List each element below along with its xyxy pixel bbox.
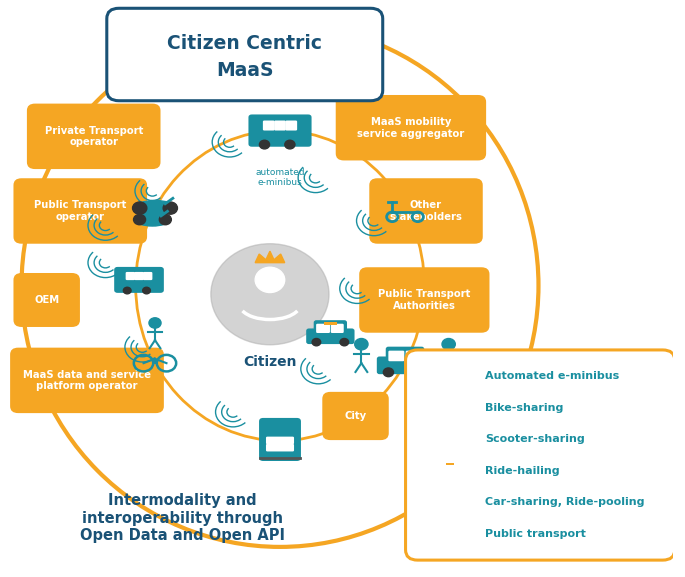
Circle shape (256, 267, 285, 293)
Circle shape (456, 473, 461, 478)
FancyBboxPatch shape (449, 496, 457, 502)
Circle shape (455, 504, 459, 508)
FancyBboxPatch shape (451, 370, 459, 377)
FancyBboxPatch shape (436, 499, 463, 508)
Text: Automated e-minibus: Automated e-minibus (485, 371, 619, 381)
Circle shape (452, 381, 457, 385)
FancyBboxPatch shape (406, 351, 421, 361)
Circle shape (160, 215, 171, 224)
FancyBboxPatch shape (447, 370, 453, 377)
FancyBboxPatch shape (369, 178, 483, 243)
FancyBboxPatch shape (447, 529, 453, 534)
FancyBboxPatch shape (314, 320, 347, 335)
FancyBboxPatch shape (440, 464, 450, 470)
Circle shape (123, 287, 131, 294)
Text: Private Transport
operator: Private Transport operator (45, 126, 143, 147)
Text: MaaS: MaaS (216, 61, 273, 80)
FancyBboxPatch shape (331, 324, 344, 333)
Text: Bike-sharing: Bike-sharing (485, 403, 563, 413)
FancyBboxPatch shape (323, 392, 389, 440)
FancyBboxPatch shape (266, 444, 294, 451)
FancyBboxPatch shape (386, 347, 424, 364)
Text: Car-sharing, Ride-pooling: Car-sharing, Ride-pooling (485, 497, 645, 507)
FancyBboxPatch shape (406, 350, 675, 560)
Circle shape (149, 318, 161, 328)
Circle shape (438, 473, 444, 478)
FancyBboxPatch shape (27, 104, 160, 169)
FancyBboxPatch shape (263, 121, 275, 130)
FancyBboxPatch shape (359, 267, 490, 333)
Circle shape (312, 339, 321, 346)
FancyBboxPatch shape (433, 525, 466, 543)
Circle shape (260, 140, 270, 149)
FancyBboxPatch shape (10, 348, 164, 413)
FancyBboxPatch shape (107, 8, 383, 101)
Circle shape (285, 140, 295, 149)
FancyBboxPatch shape (440, 494, 460, 504)
Circle shape (133, 202, 147, 214)
FancyBboxPatch shape (324, 322, 337, 324)
FancyBboxPatch shape (14, 178, 147, 243)
FancyBboxPatch shape (306, 328, 355, 344)
Circle shape (466, 489, 473, 495)
FancyBboxPatch shape (125, 272, 135, 280)
Circle shape (134, 215, 146, 224)
Circle shape (355, 339, 368, 350)
Circle shape (163, 202, 177, 214)
Circle shape (440, 504, 445, 508)
FancyBboxPatch shape (316, 324, 330, 333)
Text: Public Transport
operator: Public Transport operator (34, 200, 127, 222)
Text: Citizen: Citizen (243, 355, 297, 369)
Ellipse shape (134, 200, 175, 216)
FancyBboxPatch shape (143, 272, 152, 280)
FancyBboxPatch shape (433, 367, 466, 385)
Circle shape (426, 489, 434, 495)
Polygon shape (256, 251, 285, 263)
FancyBboxPatch shape (14, 273, 80, 327)
Text: Ride-hailing: Ride-hailing (485, 466, 560, 476)
FancyBboxPatch shape (377, 357, 433, 374)
Circle shape (340, 339, 349, 346)
Circle shape (416, 368, 427, 377)
Text: Other
stakeholders: Other stakeholders (390, 200, 462, 222)
FancyBboxPatch shape (259, 418, 301, 461)
FancyBboxPatch shape (388, 351, 404, 361)
Text: Citizen Centric: Citizen Centric (167, 34, 322, 53)
FancyBboxPatch shape (434, 466, 466, 478)
Text: OEM: OEM (34, 295, 60, 305)
Circle shape (142, 287, 151, 294)
Circle shape (442, 339, 456, 350)
Text: Intermodality and
interoperability through
Open Data and Open API: Intermodality and interoperability throu… (80, 493, 285, 543)
FancyBboxPatch shape (451, 529, 459, 534)
Circle shape (440, 381, 445, 385)
FancyBboxPatch shape (134, 272, 144, 280)
Circle shape (440, 538, 445, 543)
FancyBboxPatch shape (274, 121, 286, 130)
Circle shape (384, 368, 393, 377)
FancyBboxPatch shape (336, 95, 486, 160)
Ellipse shape (135, 213, 170, 226)
FancyBboxPatch shape (266, 437, 294, 444)
FancyBboxPatch shape (441, 529, 448, 534)
FancyBboxPatch shape (438, 461, 461, 472)
FancyBboxPatch shape (449, 464, 459, 470)
FancyBboxPatch shape (114, 267, 164, 293)
FancyBboxPatch shape (446, 463, 454, 464)
Circle shape (211, 243, 329, 345)
Text: Public transport: Public transport (485, 529, 586, 539)
FancyBboxPatch shape (441, 370, 448, 377)
Text: automated
e-minibus: automated e-minibus (256, 168, 305, 188)
Circle shape (452, 538, 457, 543)
Text: Public Transport
Authorities: Public Transport Authorities (378, 289, 471, 311)
FancyBboxPatch shape (442, 496, 450, 502)
FancyBboxPatch shape (249, 114, 312, 147)
Text: Scooter-sharing: Scooter-sharing (485, 434, 584, 444)
Text: MaaS mobility
service aggregator: MaaS mobility service aggregator (358, 117, 464, 138)
FancyBboxPatch shape (286, 121, 297, 130)
Text: City: City (345, 411, 366, 421)
Text: MaaS data and service
platform operator: MaaS data and service platform operator (23, 370, 151, 391)
